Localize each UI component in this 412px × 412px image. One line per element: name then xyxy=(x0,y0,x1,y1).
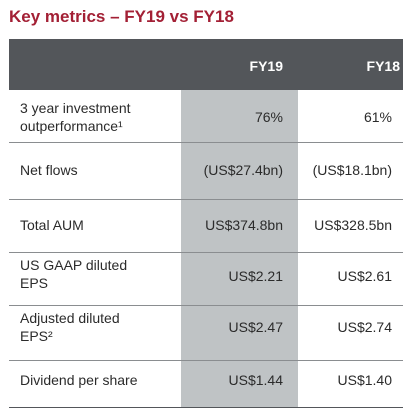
table-row: Net flows (US$27.4bn) (US$18.1bn) xyxy=(9,143,403,199)
row-label-line: EPS xyxy=(20,275,49,291)
table-row: Total AUM US$374.8bn US$328.5bn xyxy=(9,200,403,252)
value-fy18: US$2.61 xyxy=(337,268,392,284)
table-bottom-border xyxy=(9,407,403,408)
value-fy18: US$1.40 xyxy=(337,372,392,388)
value-fy19: US$2.47 xyxy=(228,319,283,335)
row-label: 3 year investment outperformance¹ xyxy=(20,99,180,135)
row-label: Net flows xyxy=(20,162,78,178)
column-header-fy19: FY19 xyxy=(249,58,283,74)
row-divider xyxy=(9,305,403,306)
row-label: Total AUM xyxy=(20,217,84,233)
column-header-fy18: FY18 xyxy=(366,58,400,74)
row-label: US GAAP diluted EPS xyxy=(20,256,180,292)
row-divider xyxy=(9,142,403,143)
value-fy19: US$2.21 xyxy=(228,268,283,284)
table-row: Adjusted diluted EPS² US$2.47 US$2.74 xyxy=(9,306,403,360)
value-fy19: US$374.8bn xyxy=(205,217,283,233)
row-label: Adjusted diluted EPS² xyxy=(20,309,180,345)
value-fy18: US$2.74 xyxy=(337,319,392,335)
row-divider xyxy=(9,252,403,253)
row-label: Dividend per share xyxy=(20,372,138,388)
row-label-line: US GAAP diluted xyxy=(20,257,128,273)
row-label-line: outperformance¹ xyxy=(20,118,123,134)
table-header: FY19 FY18 xyxy=(9,39,403,90)
row-label-line: 3 year investment xyxy=(20,100,131,116)
value-fy18: 61% xyxy=(363,109,392,125)
row-label-line: EPS² xyxy=(20,328,53,344)
row-label-line: Adjusted diluted xyxy=(20,310,120,326)
fy19-column-highlight xyxy=(181,90,298,408)
metrics-table: FY19 FY18 3 year investment outperforman… xyxy=(9,39,403,408)
row-divider xyxy=(9,199,403,200)
value-fy19: 76% xyxy=(254,109,283,125)
value-fy19: US$1.44 xyxy=(228,372,283,388)
value-fy18: (US$18.1bn) xyxy=(312,162,392,178)
table-row: 3 year investment outperformance¹ 76% 61… xyxy=(9,90,403,142)
table-row: US GAAP diluted EPS US$2.21 US$2.61 xyxy=(9,253,403,305)
row-divider xyxy=(9,360,403,361)
value-fy18: US$328.5bn xyxy=(314,217,392,233)
value-fy19: (US$27.4bn) xyxy=(203,162,283,178)
table-row: Dividend per share US$1.44 US$1.40 xyxy=(9,361,403,407)
page-title: Key metrics – FY19 vs FY18 xyxy=(9,7,234,26)
